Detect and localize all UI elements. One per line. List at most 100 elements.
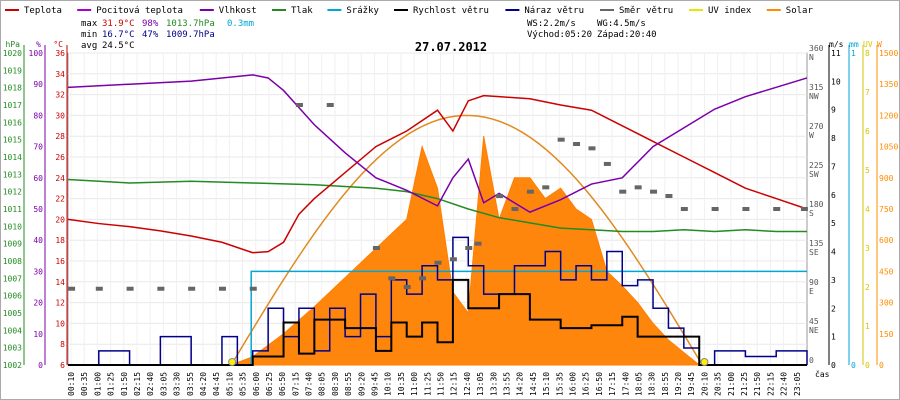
dir-point-23	[588, 146, 596, 151]
tick-wind-6: 6	[831, 191, 836, 200]
tick-temp-11: 28	[55, 132, 65, 141]
dir-point-30	[711, 207, 719, 211]
tick-x-32: 13:30	[489, 372, 498, 396]
tick-x-14: 06:00	[252, 372, 261, 396]
tick-x-19: 08:05	[318, 372, 327, 396]
tick-dir-label-1: NE	[809, 326, 819, 335]
tick-x-24: 10:10	[384, 372, 393, 396]
tick-dir-7: 315	[809, 83, 824, 92]
tick-uv-3: 3	[865, 244, 870, 253]
tick-wind-10: 10	[831, 77, 841, 86]
tick-hum-1: 10	[33, 330, 43, 339]
dir-point-31	[742, 207, 750, 211]
tick-x-36: 15:10	[542, 372, 551, 396]
tick-x-40: 16:50	[595, 372, 604, 396]
tick-x-18: 07:40	[305, 372, 314, 396]
tick-x-53: 22:15	[766, 372, 775, 396]
tick-uv-6: 6	[865, 127, 870, 136]
stat-max-hum: 98%	[142, 19, 159, 29]
dir-point-3	[157, 286, 165, 291]
dir-point-4	[188, 286, 196, 291]
tick-press-18: 1020	[3, 49, 22, 58]
tick-x-39: 16:25	[582, 372, 591, 396]
tick-hum-4: 40	[33, 236, 43, 245]
tick-uv-1: 1	[865, 322, 870, 331]
tick-temp-5: 16	[55, 257, 65, 266]
dir-point-8	[326, 103, 334, 107]
tick-solar-5: 750	[879, 205, 894, 214]
tick-dir-2: 90	[809, 278, 819, 287]
tick-press-1: 1003	[3, 344, 22, 353]
dir-point-28	[665, 194, 673, 198]
tick-x-1: 00:35	[80, 372, 89, 396]
axis-unit-temp: °C	[53, 40, 63, 49]
tick-wind-2: 2	[831, 304, 836, 313]
tick-uv-7: 7	[865, 88, 870, 97]
tick-press-3: 1005	[3, 309, 22, 318]
tick-x-47: 19:45	[687, 372, 696, 396]
axis-unit-wind: m/s	[829, 40, 844, 49]
stat-max-label: max	[81, 19, 98, 29]
tick-hum-3: 30	[33, 267, 43, 276]
tick-solar-10: 1500	[879, 49, 898, 58]
tick-wind-5: 5	[831, 219, 836, 228]
tick-wind-8: 8	[831, 134, 836, 143]
stat-wg: WG:4.5m/s	[597, 19, 646, 29]
tick-wind-4: 4	[831, 248, 836, 257]
stat-sunrise: Východ:05:20	[527, 30, 592, 40]
tick-solar-4: 600	[879, 236, 894, 245]
tick-dir-8: 360	[809, 44, 824, 53]
tick-press-4: 1006	[3, 292, 22, 301]
stat-min-label: min	[81, 30, 97, 40]
dir-point-1	[95, 286, 103, 291]
tick-solar-7: 1050	[879, 143, 898, 152]
dir-point-0	[68, 286, 76, 291]
tick-x-38: 16:00	[568, 372, 577, 396]
tick-x-34: 14:20	[516, 372, 525, 396]
dir-point-6	[249, 286, 257, 291]
tick-x-45: 18:55	[661, 372, 670, 396]
stat-min-hum: 47%	[142, 30, 159, 40]
tick-x-5: 02:15	[133, 372, 142, 396]
tick-x-27: 11:25	[423, 372, 432, 396]
series-solar-theoretical	[230, 114, 702, 366]
stat-sunset: Západ:20:40	[597, 30, 657, 40]
tick-x-9: 03:55	[186, 372, 195, 396]
legend-label-2: Vlhkost	[219, 6, 257, 16]
tick-uv-4: 4	[865, 205, 870, 214]
tick-hum-9: 90	[33, 80, 43, 89]
tick-press-9: 1011	[3, 205, 22, 214]
tick-x-12: 05:10	[225, 372, 234, 396]
tick-dir-4: 180	[809, 200, 824, 209]
tick-solar-8: 1200	[879, 111, 898, 120]
dir-point-26	[634, 185, 642, 190]
tick-x-49: 20:35	[714, 372, 723, 396]
tick-wind-11: 11	[831, 49, 841, 58]
dir-point-13	[434, 260, 442, 265]
tick-temp-8: 22	[55, 195, 65, 204]
dir-point-11	[403, 285, 411, 289]
tick-x-35: 14:45	[529, 372, 538, 396]
dir-point-10	[388, 276, 396, 281]
tick-dir-5: 225	[809, 161, 824, 170]
axis-unit-uv: UV	[863, 40, 873, 49]
tick-press-14: 1016	[3, 118, 22, 127]
chart-title: 27.07.2012	[415, 40, 487, 54]
tick-press-10: 1012	[3, 188, 22, 197]
dir-point-29	[680, 207, 688, 211]
series-rychlost-v-tru	[68, 278, 807, 366]
tick-temp-1: 8	[60, 340, 65, 349]
dir-point-20	[542, 185, 550, 190]
tick-dir-3: 135	[809, 239, 824, 248]
tick-press-7: 1009	[3, 240, 22, 249]
tick-wind-1: 1	[831, 333, 836, 342]
tick-dir-label-4: S	[809, 209, 814, 218]
tick-x-26: 11:00	[410, 372, 419, 396]
tick-x-7: 03:05	[159, 372, 168, 396]
tick-uv-0: 0	[865, 361, 870, 370]
dir-point-14	[449, 257, 457, 262]
tick-x-33: 13:55	[502, 372, 511, 396]
dir-point-21	[557, 137, 565, 142]
dir-point-12	[419, 276, 427, 281]
stat-max-press: 1013.7hPa	[166, 19, 215, 29]
